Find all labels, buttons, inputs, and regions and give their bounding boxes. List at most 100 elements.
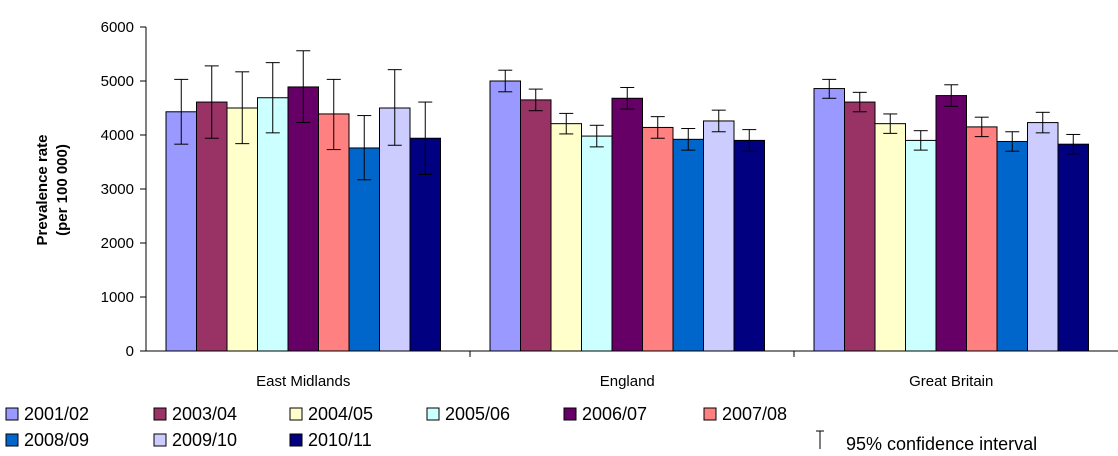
bar-2008-09-great-britain [996, 140, 1028, 352]
error-bar [883, 113, 898, 134]
legend-swatch [153, 407, 167, 421]
error-bars-group [174, 50, 1081, 181]
bar-2003-04-england [520, 99, 552, 352]
error-bar [974, 116, 989, 138]
bar-2006-07-great-britain [935, 95, 967, 352]
error-bar [822, 78, 837, 99]
legend-item: 2005/06 [426, 404, 510, 424]
legend-label: 2010/11 [308, 430, 372, 450]
x-category-label: East Midlands [256, 373, 350, 390]
bar-2008-09-east-midlands [348, 147, 380, 352]
legend-label: 2006/07 [582, 404, 647, 424]
bar-2005-06-england [581, 135, 613, 352]
bar-2003-04-great-britain [844, 101, 876, 352]
bar-2009-10-england [703, 120, 735, 352]
bar-2009-10-east-midlands [379, 107, 411, 352]
legend-swatch [5, 433, 19, 447]
error-bar [1066, 133, 1081, 155]
error-bar [235, 71, 250, 145]
error-bar [742, 129, 757, 152]
error-bar [357, 115, 372, 181]
ci-legend: 95% confidence interval [816, 430, 1037, 454]
bar-2006-07-east-midlands [287, 86, 319, 352]
bar-2005-06-east-midlands [257, 97, 289, 352]
legend-item: 2008/09 [5, 430, 89, 450]
bar-2006-07-england [611, 97, 643, 352]
error-bar [944, 84, 959, 107]
error-bar [711, 109, 726, 133]
legend-label: 2001/02 [24, 404, 89, 424]
legend-label: 2009/10 [172, 430, 237, 450]
bar-2001-02-east-midlands [165, 111, 197, 352]
y-tick-label: 1000 [101, 289, 134, 306]
error-bar [620, 86, 635, 110]
legend-swatch [153, 433, 167, 447]
legend-item: 2006/07 [563, 404, 647, 424]
error-bar [387, 69, 402, 146]
y-tick-label: 4000 [101, 127, 134, 144]
bar-2009-10-great-britain [1027, 122, 1059, 352]
legend-item: 2003/04 [153, 404, 237, 424]
legend-swatch [5, 407, 19, 421]
bar-2008-09-england [672, 138, 704, 352]
bar-2007-08-great-britain [966, 126, 998, 352]
legend-label: 2004/05 [308, 404, 373, 424]
bar-2003-04-east-midlands [196, 101, 228, 352]
y-axis-title-line1: Prevalence rate [34, 135, 51, 246]
y-tick-label: 5000 [101, 73, 134, 90]
error-bar [589, 124, 604, 148]
error-bar [1005, 131, 1020, 152]
legend-swatch [426, 407, 440, 421]
legend-item: 2009/10 [153, 430, 237, 450]
bar-2001-02-england [489, 80, 521, 352]
error-bar [852, 91, 867, 113]
error-bar [681, 128, 696, 151]
x-axis-category-labels: East Midlands England Great Britain [256, 373, 993, 390]
bar-2007-08-england [642, 126, 674, 352]
error-bar [498, 69, 513, 93]
x-category-label: Great Britain [909, 373, 993, 390]
legend-item: 2004/05 [289, 404, 373, 424]
bar-2001-02-great-britain [813, 88, 845, 352]
legend-swatch [563, 407, 577, 421]
legend-label: 2007/08 [722, 404, 787, 424]
bar-2004-05-england [550, 123, 582, 352]
error-bar [174, 78, 189, 145]
legend-label: 2003/04 [172, 404, 237, 424]
legend-label: 2005/06 [445, 404, 510, 424]
bar-2004-05-east-midlands [226, 107, 258, 352]
bar-2005-06-great-britain [905, 139, 937, 352]
error-bar [418, 101, 433, 175]
legend-item: 2007/08 [703, 404, 787, 424]
x-category-label: England [600, 373, 655, 390]
legend: 2001/02 2003/04 2004/05 2005/06 2006/07 2007/… [5, 404, 787, 450]
y-axis-ticks: 0 1000 2000 3000 4000 5000 6000 [101, 19, 146, 360]
legend-swatch [289, 433, 303, 447]
error-bar [1035, 111, 1050, 134]
bars-group [165, 80, 1089, 352]
bar-2004-05-great-britain [874, 123, 906, 352]
y-tick-label: 2000 [101, 235, 134, 252]
error-bar [528, 88, 543, 112]
legend-label: 2008/09 [24, 430, 89, 450]
error-bar [559, 112, 574, 135]
error-bar [265, 62, 280, 134]
error-bar [296, 50, 311, 124]
y-tick-label: 6000 [101, 19, 134, 36]
y-tick-label: 3000 [101, 181, 134, 198]
y-axis-title: Prevalence rate (per 100 000) [34, 135, 71, 246]
bar-2010-11-england [733, 139, 765, 352]
legend-item: 2010/11 [289, 430, 372, 450]
bar-2010-11-great-britain [1057, 143, 1089, 352]
axes-group [145, 27, 1118, 357]
error-bar [650, 116, 665, 139]
error-bar [204, 65, 219, 139]
error-bar [913, 130, 928, 151]
ci-legend-label: 95% confidence interval [846, 434, 1037, 454]
legend-item: 2001/02 [5, 404, 89, 424]
legend-swatch [703, 407, 717, 421]
error-bar [326, 78, 341, 151]
y-axis-title-line2: (per 100 000) [54, 144, 71, 236]
legend-swatch [289, 407, 303, 421]
